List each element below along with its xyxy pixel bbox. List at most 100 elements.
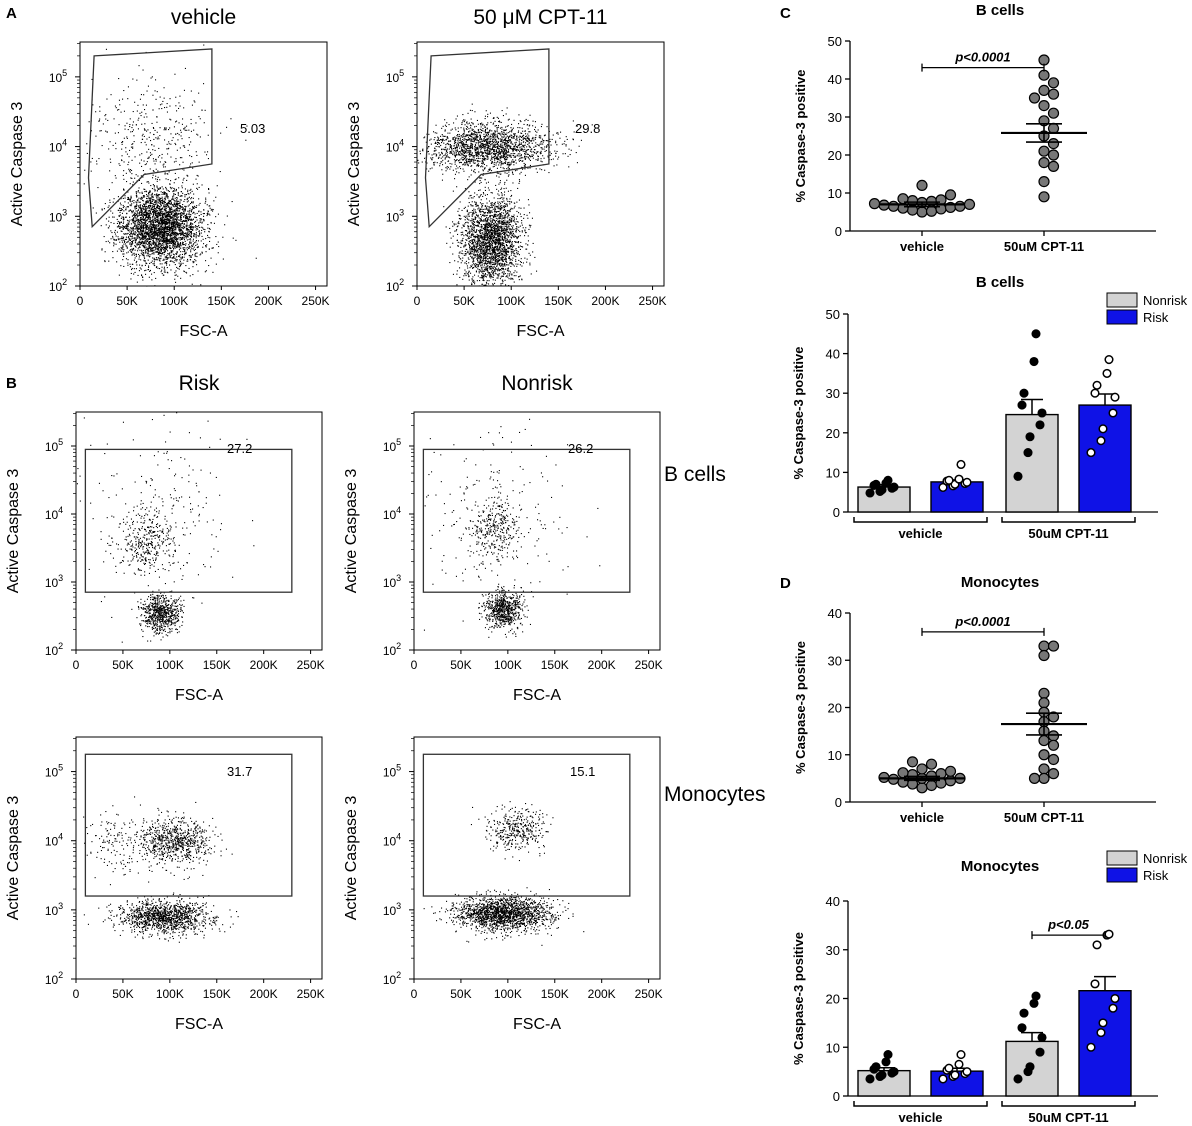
- cell-event: [152, 220, 154, 222]
- cell-event: [502, 256, 504, 258]
- cell-event: [141, 249, 143, 251]
- cell-event: [135, 214, 137, 216]
- cell-event: [117, 220, 119, 222]
- cell-event: [167, 203, 169, 205]
- cell-event: [505, 240, 507, 242]
- cell-event: [506, 264, 508, 266]
- cell-event: [504, 222, 506, 224]
- cell-event: [160, 249, 162, 251]
- cell-event: [187, 218, 189, 220]
- cell-event: [135, 220, 137, 222]
- cell-event: [157, 225, 159, 227]
- cell-event: [128, 221, 130, 223]
- cell-event: [166, 246, 168, 248]
- cell-event: [476, 264, 478, 266]
- cell-event: [160, 248, 162, 250]
- cell-event: [173, 195, 175, 197]
- cell-event: [507, 231, 509, 233]
- cell-event: [183, 89, 185, 91]
- cell-event: [497, 220, 499, 222]
- cell-event: [123, 255, 125, 257]
- cell-event: [105, 224, 107, 226]
- cell-event: [163, 244, 165, 246]
- cell-event: [180, 242, 182, 244]
- cell-event: [123, 189, 125, 191]
- cell-event: [153, 203, 155, 205]
- cell-event: [176, 253, 178, 255]
- cell-event: [184, 235, 186, 237]
- cell-event: [187, 210, 189, 212]
- cell-event: [460, 218, 462, 220]
- cell-event: [133, 252, 135, 254]
- cell-event: [160, 245, 162, 247]
- cell-event: [178, 212, 180, 214]
- cell-event: [186, 221, 188, 223]
- cell-event: [161, 212, 163, 214]
- cell-event: [506, 203, 508, 205]
- cell-event: [131, 269, 133, 271]
- cell-event: [188, 267, 190, 269]
- cell-event: [509, 242, 511, 244]
- cell-event: [472, 240, 474, 242]
- cell-event: [176, 221, 178, 223]
- cell-event: [487, 233, 489, 235]
- cell-event: [178, 238, 180, 240]
- cell-event: [139, 223, 141, 225]
- cell-event: [172, 225, 174, 227]
- cell-event: [133, 135, 135, 137]
- cell-event: [153, 231, 155, 233]
- cell-event: [143, 236, 145, 238]
- cell-event: [175, 178, 177, 180]
- cell-event: [139, 227, 141, 229]
- cell-event: [157, 221, 159, 223]
- cell-event: [165, 211, 167, 213]
- cell-event: [199, 234, 201, 236]
- cell-event: [173, 193, 175, 195]
- cell-event: [171, 227, 173, 229]
- cell-event: [146, 214, 148, 216]
- cell-event: [139, 236, 141, 238]
- cell-event: [491, 211, 493, 213]
- cell-event: [160, 246, 162, 248]
- cell-event: [499, 247, 501, 249]
- cell-event: [152, 263, 154, 265]
- cell-event: [138, 187, 140, 189]
- cell-event: [164, 193, 166, 195]
- cell-event: [173, 234, 175, 236]
- cell-event: [169, 239, 171, 241]
- cell-event: [143, 226, 145, 228]
- cell-event: [487, 209, 489, 211]
- cell-event: [205, 260, 207, 262]
- cell-event: [133, 200, 135, 202]
- cell-event: [170, 230, 172, 232]
- cell-event: [134, 205, 136, 207]
- cell-event: [174, 197, 176, 199]
- cell-event: [124, 195, 126, 197]
- cell-event: [208, 192, 210, 194]
- cell-event: [178, 227, 180, 229]
- cell-event: [166, 242, 168, 244]
- cell-event: [159, 201, 161, 203]
- cell-event: [484, 223, 486, 225]
- cell-event: [140, 219, 142, 221]
- cell-event: [176, 201, 178, 203]
- cell-event: [118, 221, 120, 223]
- cell-event: [492, 268, 494, 270]
- cell-event: [143, 225, 145, 227]
- cell-event: [181, 213, 183, 215]
- cell-event: [471, 222, 473, 224]
- cell-event: [492, 226, 494, 228]
- cell-event: [155, 221, 157, 223]
- cell-event: [158, 221, 160, 223]
- cell-event: [164, 221, 166, 223]
- cell-event: [161, 223, 163, 225]
- cell-event: [492, 218, 494, 220]
- cell-event: [130, 238, 132, 240]
- cell-event: [122, 225, 124, 227]
- cell-event: [174, 234, 176, 236]
- cell-event: [188, 212, 190, 214]
- cell-event: [505, 254, 507, 256]
- cell-event: [142, 254, 144, 256]
- cell-event: [179, 199, 181, 201]
- cell-event: [513, 207, 515, 209]
